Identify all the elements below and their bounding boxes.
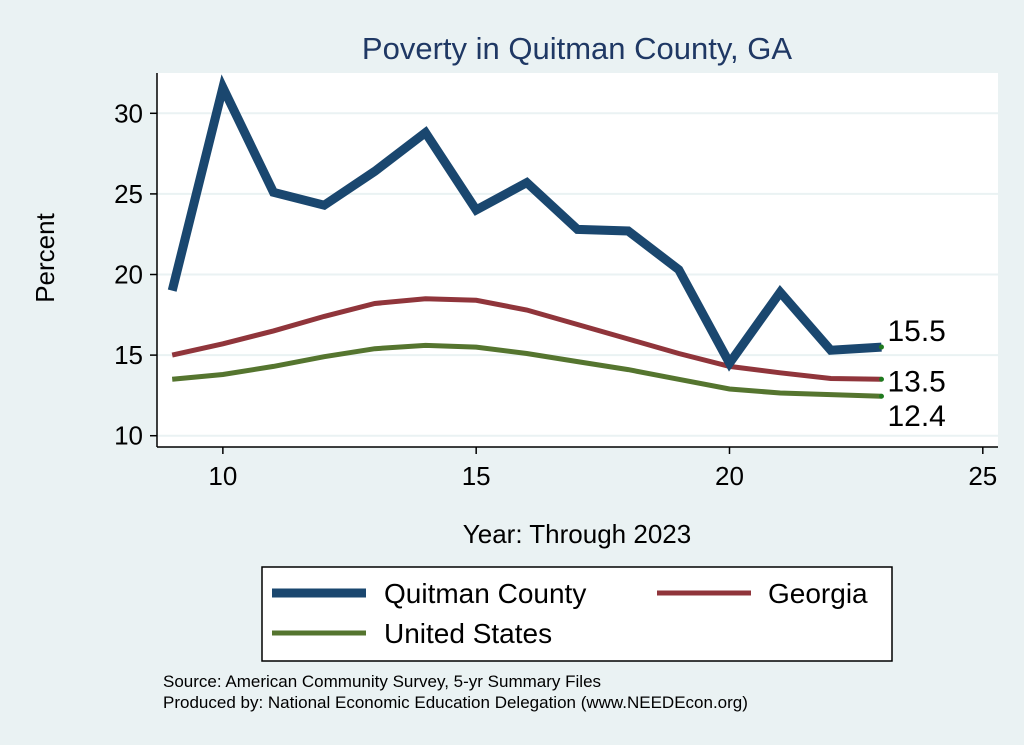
y-tick-label: 20 — [114, 260, 143, 290]
x-tick-label: 25 — [968, 461, 997, 491]
end-point-marker — [878, 393, 884, 399]
y-tick-label: 10 — [114, 421, 143, 451]
y-tick-label: 30 — [114, 98, 143, 128]
legend-box — [261, 566, 893, 662]
producer-note: Produced by: National Economic Education… — [163, 693, 748, 712]
series-line-quitman-county — [167, 74, 882, 372]
x-tick-label: 15 — [462, 461, 491, 491]
x-axis: 10 15 20 25 — [157, 446, 998, 491]
x-axis-title: Year: Through 2023 — [463, 519, 691, 549]
y-tick-label: 15 — [114, 340, 143, 370]
legend: Quitman County Georgia United States — [261, 566, 893, 662]
end-labels: 15.5 13.512.4 — [878, 315, 946, 433]
x-tick-label: 10 — [208, 461, 237, 491]
end-value-label: 15.5 — [887, 315, 945, 348]
legend-label-georgia: Georgia — [768, 578, 868, 609]
end-point-marker — [878, 344, 884, 350]
y-axis: 10 15 20 25 30 — [114, 73, 158, 451]
chart-title: Poverty in Quitman County, GA — [362, 31, 792, 66]
y-tick-label: 25 — [114, 179, 143, 209]
source-note: Source: American Community Survey, 5-yr … — [163, 672, 601, 691]
end-value-label: 13.5 — [887, 365, 945, 398]
x-tick-label: 20 — [715, 461, 744, 491]
series-line-united-states — [171, 342, 882, 399]
end-value-label: 12.4 — [887, 400, 945, 433]
y-axis-title: Percent — [30, 212, 60, 302]
legend-label-us: United States — [384, 618, 552, 649]
end-point-marker — [878, 376, 884, 382]
series-group — [167, 74, 882, 399]
plot-area — [157, 73, 998, 447]
series-line-georgia — [171, 296, 882, 382]
legend-label-quitman: Quitman County — [384, 578, 586, 609]
